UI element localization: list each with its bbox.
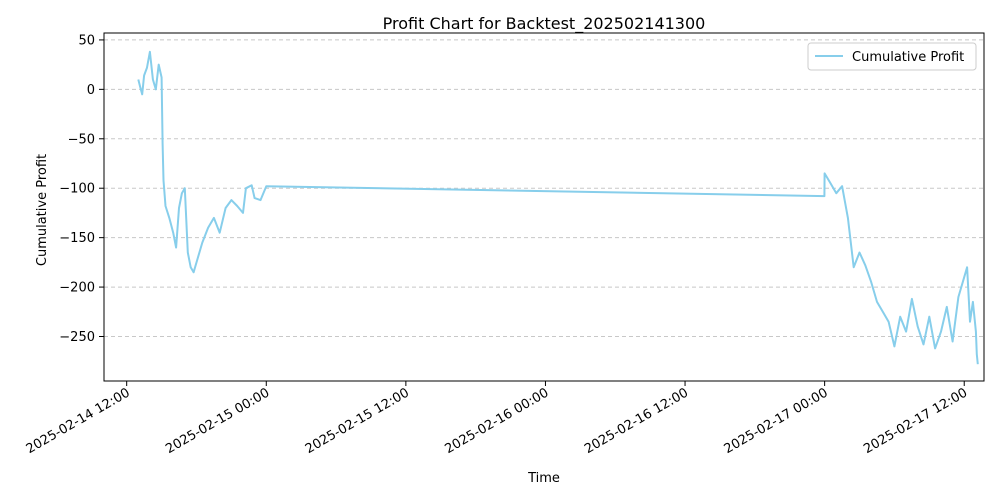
chart-title: Profit Chart for Backtest_202502141300 <box>383 14 706 34</box>
y-tick-label: −200 <box>59 281 95 296</box>
y-tick-label: −100 <box>59 182 95 197</box>
cumulative-profit-line <box>137 50 979 365</box>
plot-frame <box>103 32 985 382</box>
x-tick-label: 2025-02-17 12:00 <box>861 385 970 457</box>
y-axis-ticks: 50 0 −50 −100 −150 −200 −250 <box>59 33 104 345</box>
y-tick-label: −250 <box>59 330 95 345</box>
y-tick-label: 0 <box>87 83 95 98</box>
x-tick-label: 2025-02-16 12:00 <box>582 385 691 457</box>
y-tick-label: −50 <box>68 132 95 147</box>
y-tick-label: 50 <box>78 33 95 48</box>
legend-box <box>807 42 977 71</box>
x-tick-label: 2025-02-15 12:00 <box>303 385 412 457</box>
grid-lines <box>104 39 984 338</box>
x-axis-ticks: 2025-02-14 12:00 2025-02-15 00:00 2025-02-… <box>24 381 970 457</box>
x-tick-label: 2025-02-17 00:00 <box>722 385 831 457</box>
y-axis-label: Cumulative Profit <box>35 154 50 266</box>
y-tick-label: −150 <box>59 231 95 246</box>
x-axis-label: Time <box>527 471 560 486</box>
legend-label: Cumulative Profit <box>852 50 964 65</box>
x-tick-label: 2025-02-14 12:00 <box>24 385 133 457</box>
legend: Cumulative Profit <box>807 42 977 71</box>
x-tick-label: 2025-02-16 00:00 <box>442 385 551 457</box>
x-tick-label: 2025-02-15 00:00 <box>163 385 272 457</box>
